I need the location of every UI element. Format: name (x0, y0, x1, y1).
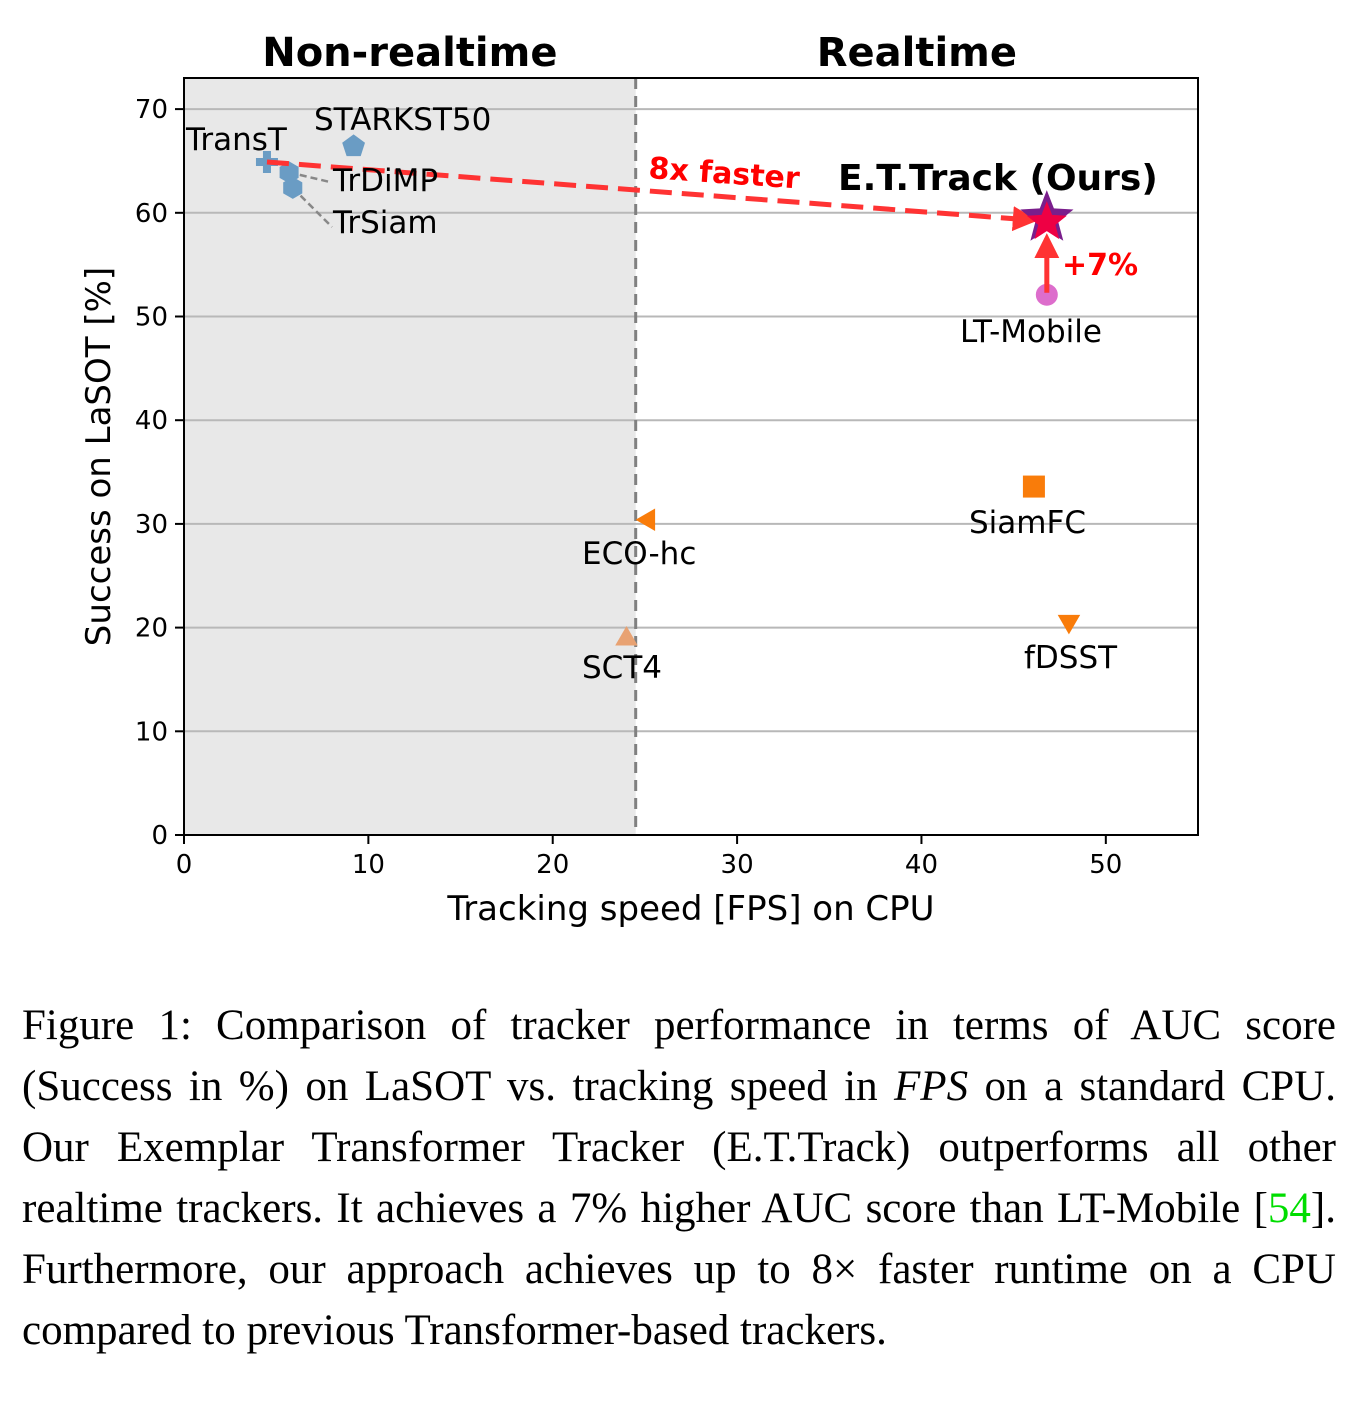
x-tick-label: 40 (905, 850, 938, 880)
point-siamfc (1022, 475, 1045, 498)
caption-text-suffix: ]. Furthermore, our approach achieves up… (22, 1185, 1336, 1354)
label-starkst50: STARKST50 (314, 102, 491, 138)
caption-citation-link[interactable]: 54 (1267, 1185, 1311, 1232)
x-axis-label: Tracking speed [FPS] on CPU (446, 889, 934, 929)
figure-chart: Non-realtime Realtime 0 10 20 30 40 50 60 70 0 10 20… (79, 30, 1199, 929)
y-tick-label: 70 (135, 95, 168, 125)
point-eco-hc (635, 508, 656, 531)
faster-arrow (266, 159, 1038, 232)
y-tick-label: 30 (135, 510, 168, 540)
point-lt-mobile (1035, 283, 1058, 306)
y-tick-label: 0 (151, 821, 168, 851)
faster-annotation: 8x faster (647, 151, 801, 196)
trsiam-leader-line (291, 187, 333, 228)
y-tick-label: 20 (135, 614, 168, 644)
label-trsiam: TrSiam (332, 205, 438, 241)
y-axis-label: Success on LaSOT [%] (79, 267, 119, 646)
trdimp-leader-line (288, 171, 331, 184)
region-label-non-realtime: Non-realtime (262, 30, 557, 76)
plot-frame (183, 77, 1199, 836)
x-tick-label: 30 (721, 850, 754, 880)
x-tick-label: 0 (176, 850, 193, 880)
point-sct4 (615, 626, 638, 646)
label-trdimp: TrDiMP (332, 163, 438, 199)
label-siamfc: SiamFC (969, 505, 1086, 541)
label-sct4: SCT4 (582, 650, 662, 686)
x-tick-label: 50 (1089, 850, 1122, 880)
y-tick-label: 40 (135, 406, 168, 436)
label-lt-mobile: LT-Mobile (960, 314, 1102, 350)
caption-text-prefix: Figure 1: Comparison of tracker performa… (22, 1002, 1336, 1110)
scatter-chart: Non-realtime Realtime 0 10 20 30 40 50 60 70 0 10 20… (79, 30, 1199, 929)
caption-fps: FPS (894, 1063, 969, 1110)
improvement-annotation: +7% (1062, 248, 1138, 283)
x-tick-label: 20 (536, 850, 569, 880)
point-trsiam (283, 176, 303, 199)
point-e-t-track-ours (1026, 201, 1067, 240)
y-tick-label: 60 (135, 199, 168, 229)
caption-text-middle: on a standard CPU. Our Exemplar Transfor… (22, 1063, 1336, 1232)
point-fdsst (1057, 614, 1081, 635)
y-tick-label: 10 (135, 717, 168, 747)
label-eco-hc: ECO-hc (582, 536, 696, 572)
region-label-realtime: Realtime (817, 30, 1017, 76)
label-transt: TransT (185, 122, 288, 158)
non-realtime-region (184, 78, 636, 835)
label-fdsst: fDSST (1024, 640, 1118, 676)
point-starkst50 (342, 134, 365, 157)
y-tick-label: 50 (135, 303, 168, 333)
figure-caption: Figure 1: Comparison of tracker performa… (22, 995, 1336, 1361)
label-e-t-track-ours: E.T.Track (Ours) (838, 158, 1158, 199)
x-tick-label: 10 (352, 850, 385, 880)
